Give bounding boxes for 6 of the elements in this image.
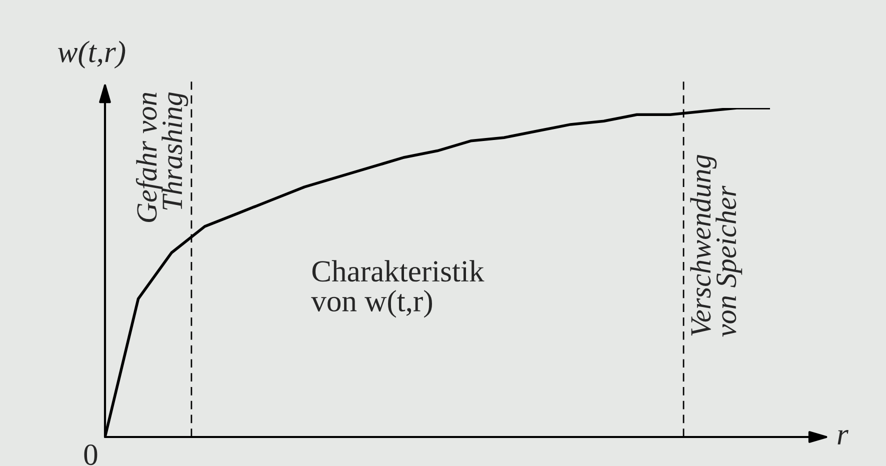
x-axis-title: r	[838, 430, 848, 444]
y-axis-title: w(t,r)	[58, 40, 126, 69]
annotation: Verschwendung von Speicher	[690, 154, 742, 337]
annotation: Gefahr von Thrashing	[136, 92, 188, 222]
text: 0	[84, 444, 98, 466]
annotation: Charakteristik von w(t,r)	[311, 260, 484, 318]
